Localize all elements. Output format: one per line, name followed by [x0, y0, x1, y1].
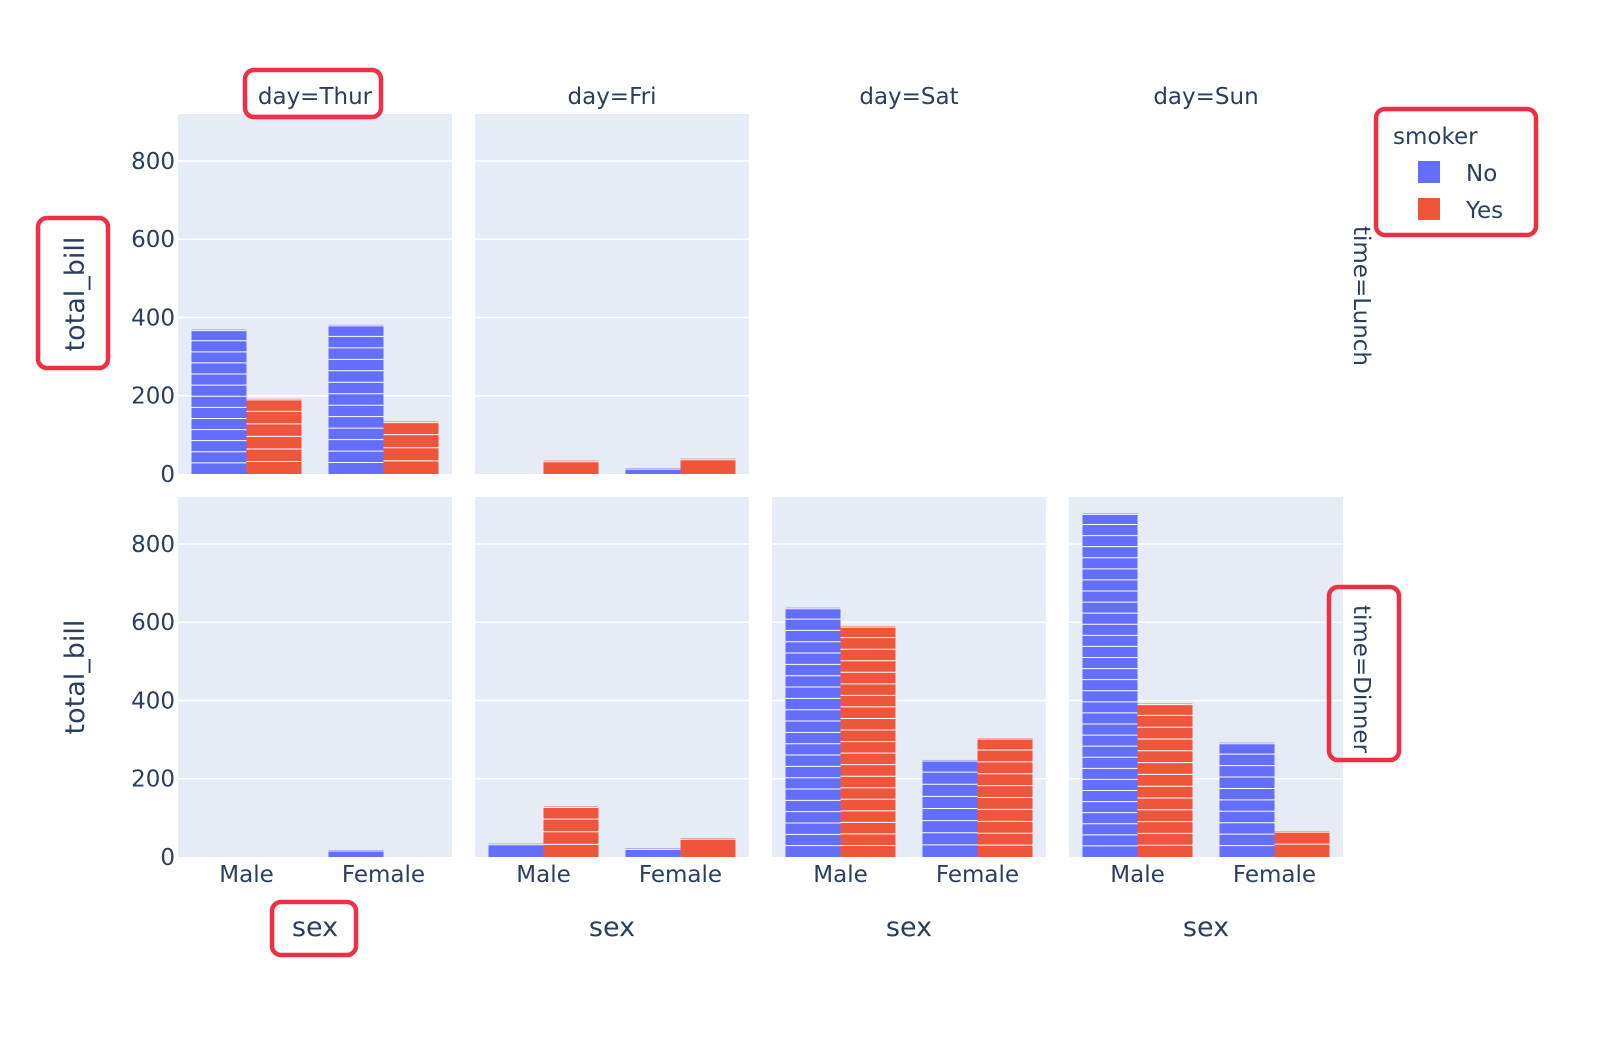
- x-axis-title: sex: [1183, 912, 1229, 943]
- facet-col-label: day=Fri: [568, 84, 657, 110]
- panel-dinner-fri: [475, 497, 749, 857]
- bar-male-smoker-no[interactable]: [488, 843, 544, 857]
- highlight-x-axis-title: [269, 899, 359, 958]
- y-axis-title: total_bill: [60, 620, 91, 735]
- highlight-boxes: [35, 67, 1539, 958]
- x-axis-title: sex: [589, 912, 635, 943]
- bar-male-smoker-no[interactable]: [191, 329, 247, 474]
- bar-female-smoker-no[interactable]: [328, 849, 384, 857]
- panel-lunch-fri: [475, 114, 749, 474]
- facet-row-label: time=Lunch: [1348, 226, 1374, 366]
- y-tick-label: 0: [160, 462, 175, 488]
- x-tick-label: Male: [516, 862, 570, 888]
- y-tick-label: 600: [131, 610, 175, 636]
- bar-female-smoker-yes[interactable]: [680, 458, 736, 474]
- bar-male-smoker-yes[interactable]: [543, 460, 599, 474]
- legend-label-yes: Yes: [1465, 198, 1503, 224]
- bar-female-smoker-no[interactable]: [625, 848, 681, 857]
- highlight-legend: [1373, 106, 1539, 238]
- x-axis-title: sex: [292, 912, 338, 943]
- x-tick-label: Male: [813, 862, 867, 888]
- bar-female-smoker-yes[interactable]: [680, 838, 736, 857]
- facet-col-label: day=Thur: [258, 84, 373, 110]
- panel-background: [475, 497, 749, 857]
- x-tick-label: Female: [936, 862, 1019, 888]
- panel-lunch-thur: [178, 114, 452, 474]
- legend-label-no: No: [1466, 161, 1497, 187]
- y-tick-label: 800: [131, 149, 175, 175]
- x-tick-label: Female: [342, 862, 425, 888]
- panel-background: [475, 114, 749, 474]
- highlight-day-thur: [242, 67, 384, 120]
- panel-background: [178, 497, 452, 857]
- facet-row-label: time=Dinner: [1348, 605, 1374, 754]
- y-tick-label: 400: [131, 305, 175, 331]
- y-tick-label: 0: [160, 845, 175, 871]
- panel-dinner-thur: [178, 497, 452, 857]
- x-tick-label: Male: [1110, 862, 1164, 888]
- bar-male-smoker-yes[interactable]: [1137, 703, 1193, 857]
- legend-title: smoker: [1393, 124, 1478, 150]
- panel-dinner-sun: [1069, 497, 1343, 857]
- legend: smoker No Yes: [1393, 124, 1503, 224]
- x-tick-label: Female: [1233, 862, 1316, 888]
- bar-female-smoker-no[interactable]: [625, 468, 681, 474]
- x-tick-label: Male: [219, 862, 273, 888]
- bar-male-smoker-no[interactable]: [1082, 513, 1138, 857]
- legend-swatch-yes[interactable]: [1418, 198, 1440, 220]
- bar-female-smoker-no[interactable]: [328, 324, 384, 474]
- y-axis-title: total_bill: [60, 237, 91, 352]
- facet-col-label: day=Sat: [859, 84, 958, 110]
- x-axis-title: sex: [886, 912, 932, 943]
- facet-labels: day=Thur day=Fri day=Sat day=Sun time=Lunch t…: [258, 84, 1374, 754]
- y-tick-label: 600: [131, 227, 175, 253]
- y-tick-label: 400: [131, 688, 175, 714]
- x-tick-label: Female: [639, 862, 722, 888]
- panel-dinner-sat: [772, 497, 1046, 857]
- y-tick-label: 800: [131, 532, 175, 558]
- facet-col-label: day=Sun: [1153, 84, 1258, 110]
- y-tick-label: 200: [131, 767, 175, 793]
- highlight-y-axis-title: [35, 215, 111, 371]
- highlight-time-dinner: [1326, 584, 1402, 763]
- y-tick-label: 200: [131, 384, 175, 410]
- legend-swatch-no[interactable]: [1418, 161, 1440, 183]
- plot-panels: 0 200 400 600 800 0 200 400 600 800 Male Female Male…: [131, 114, 1343, 888]
